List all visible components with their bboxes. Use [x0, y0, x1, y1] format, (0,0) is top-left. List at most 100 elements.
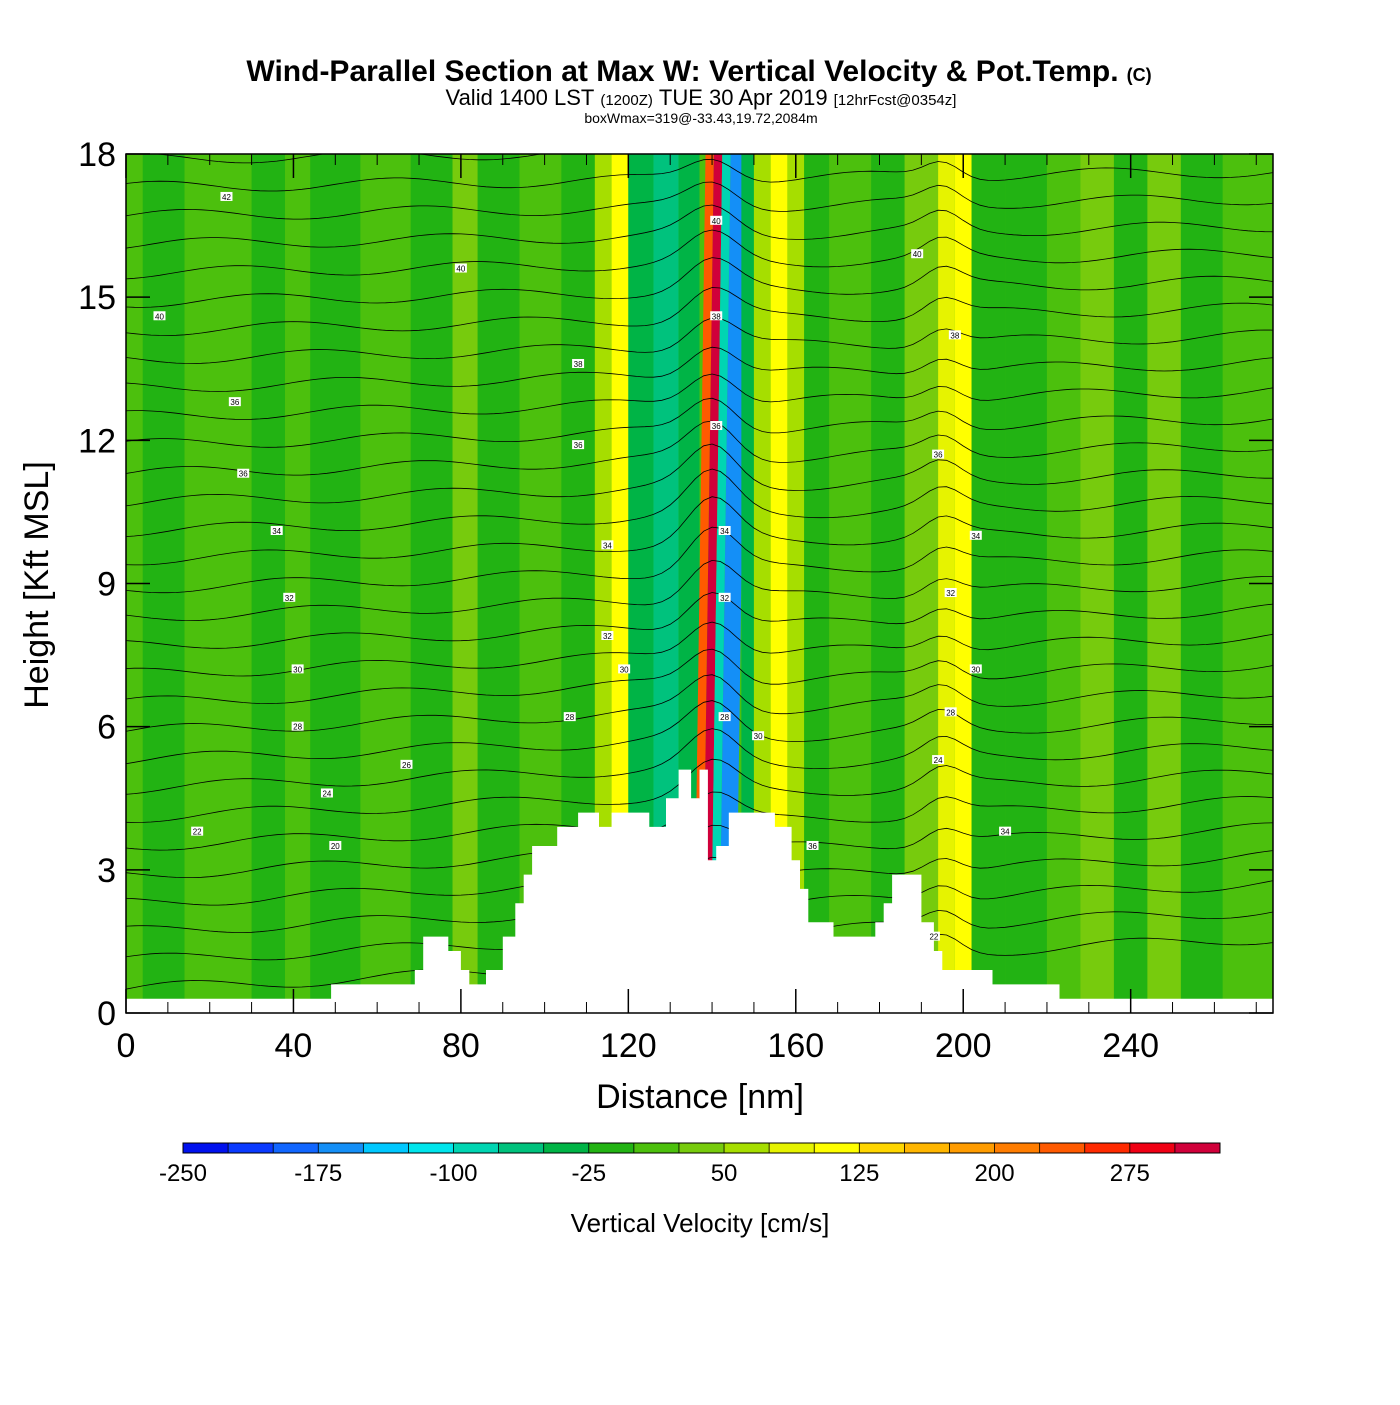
contour-label-text: 32: [603, 632, 612, 641]
contour-label-text: 34: [272, 527, 281, 536]
contour-label-bg: [806, 840, 819, 850]
colorbar-label-5: 125: [839, 1160, 879, 1187]
contour-label-bg: [291, 664, 304, 674]
contour-label-text: 38: [712, 312, 721, 321]
contour-label-bg: [572, 440, 585, 450]
colorbar-swatch-4: [363, 1143, 409, 1153]
contour-label-12: 30: [291, 664, 304, 674]
contour-label-text: 36: [239, 470, 248, 479]
theta-contour-25: [126, 229, 1273, 280]
contour-label-text: 36: [934, 451, 943, 460]
colorbar-swatch-21: [1129, 1143, 1176, 1153]
contour-label-2: 40: [153, 311, 166, 321]
chart-header: Wind-Parallel Section at Max W: Vertical…: [246, 55, 1151, 126]
y-tick-label-2: 6: [97, 709, 116, 747]
contour-label-bg: [572, 358, 585, 368]
velocity-band-11: [561, 154, 595, 1013]
theta-contour-10: [126, 648, 1273, 705]
theta-contour-28: [126, 158, 1273, 192]
terrain-mask: [126, 769, 1273, 1013]
colorbar-swatch-8: [543, 1143, 590, 1153]
x-tick-label-2: 80: [442, 1027, 480, 1065]
y-tick-label-3: 9: [97, 566, 116, 604]
y-tick-label-5: 15: [78, 279, 116, 317]
theta-contour-23: [126, 287, 1273, 336]
colorbar-swatch-16: [904, 1143, 950, 1153]
contour-label-16: 24: [320, 788, 333, 798]
theta-contour-7: [126, 728, 1273, 795]
contour-label-29: 36: [932, 449, 945, 460]
contour-label-text: 34: [720, 527, 729, 536]
theta-contour-26: [126, 204, 1273, 249]
contour-label-bg: [752, 731, 765, 741]
colorbar: -250 -175 -100 -25 50 125 200 275: [159, 1142, 1221, 1187]
colorbar-swatch-15: [859, 1143, 905, 1153]
contour-label-bg: [932, 755, 945, 765]
colorbar-label-4: 50: [711, 1160, 738, 1187]
colorbar-label-2: -100: [429, 1160, 477, 1187]
velocity-band-19: [710, 154, 731, 1013]
x-axis-title: Distance [nm]: [596, 1078, 804, 1116]
contour-label-text: 38: [574, 360, 583, 369]
contour-label-bg: [228, 397, 241, 407]
theta-contour-labels: 42 40 40 38 36 36 36 34 34 32 32 30 30 28 28 26 24 22 20 40…: [153, 191, 1012, 942]
contour-label-bg: [911, 249, 924, 259]
velocity-band-29: [938, 154, 955, 1013]
contour-label-bg: [191, 826, 204, 836]
contour-label-33: 28: [944, 707, 957, 717]
contour-label-32: 30: [969, 664, 982, 674]
theta-contour-15: [126, 496, 1273, 566]
contour-label-bg: [220, 191, 233, 201]
contour-label-bg: [270, 526, 283, 536]
velocity-band-14: [628, 154, 654, 1013]
x-tick-label-6: 240: [1102, 1027, 1159, 1065]
contour-label-bg: [927, 931, 940, 941]
colorbar-label-6: 200: [975, 1160, 1015, 1187]
velocity-band-20: [718, 154, 748, 1013]
contour-label-text: 34: [971, 532, 980, 541]
velocity-band-33: [1046, 154, 1081, 1013]
velocity-band-26: [829, 154, 872, 1013]
velocity-band-28: [904, 154, 939, 1013]
terrain: [126, 769, 1273, 1013]
contour-label-bg: [710, 311, 723, 321]
contour-label-bg: [601, 630, 614, 640]
velocity-bands: [126, 154, 1273, 1013]
y-tick-label-0: 0: [97, 995, 116, 1033]
plot-area: 42 40 40 38 36 36 36 34 34 32 32 30 30 28 28 26 24 22 20 40…: [126, 154, 1273, 1013]
velocity-band-8: [452, 154, 478, 1013]
velocity-band-36: [1147, 154, 1181, 1013]
velocity-band-25: [804, 154, 830, 1013]
colorbar-label-7: 275: [1110, 1160, 1150, 1187]
contour-label-11: 30: [618, 664, 631, 674]
contour-label-1: 40: [454, 263, 467, 274]
colorbar-swatch-2: [273, 1143, 319, 1153]
contour-label-text: 36: [712, 422, 721, 431]
contour-label-35: 34: [999, 826, 1012, 837]
colorbar-label-1: -175: [294, 1160, 342, 1187]
contour-label-bg: [718, 712, 731, 722]
velocity-band-27: [871, 154, 905, 1013]
colorbar-swatch-9: [588, 1143, 635, 1153]
chart-title: Wind-Parallel Section at Max W: Vertical…: [246, 55, 1151, 88]
colorbar-swatch-5: [408, 1143, 455, 1153]
contour-label-bg: [969, 664, 982, 674]
contour-label-bg: [718, 526, 731, 536]
theta-contour-29: [151, 154, 544, 164]
x-tick-label-3: 120: [600, 1027, 657, 1065]
x-tick-label-1: 40: [275, 1027, 313, 1065]
chart-boxwmax: boxWmax=319@-33.43,19.72,2084m: [584, 110, 817, 126]
contour-label-bg: [454, 263, 467, 273]
contour-label-text: 40: [456, 265, 465, 274]
colorbar-swatch-18: [994, 1143, 1041, 1153]
colorbar-swatch-6: [453, 1143, 500, 1153]
velocity-band-35: [1113, 154, 1148, 1013]
contour-label-6: 36: [237, 468, 250, 479]
x-tick-label-4: 160: [767, 1027, 824, 1065]
theta-contour-21: [126, 346, 1273, 392]
contour-label-bg: [948, 330, 961, 340]
theta-contour-20: [126, 373, 1273, 420]
colorbar-frame: [182, 1142, 1221, 1154]
